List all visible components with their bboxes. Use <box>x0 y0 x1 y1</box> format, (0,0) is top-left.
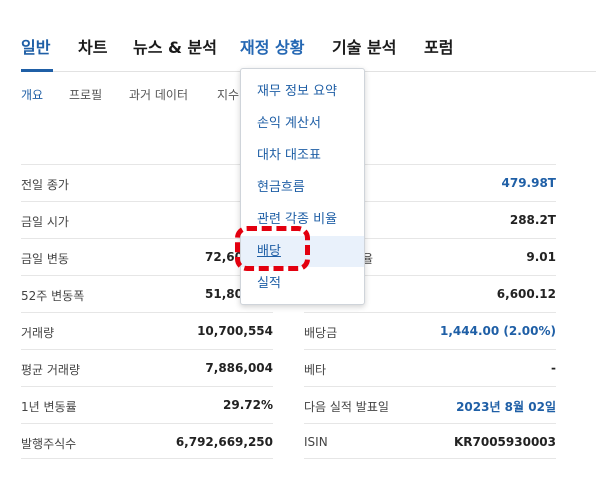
subnav-profile[interactable]: 프로필 <box>69 88 103 102</box>
stat-label: 발행주식수 <box>21 437 77 451</box>
menu-item-label: 관련 각종 비율 <box>257 212 338 227</box>
tab-news-analysis[interactable]: 뉴스 & 분석 <box>133 38 217 57</box>
table-row: 479.98T <box>304 164 556 201</box>
stat-label: 전일 종가 <box>21 178 69 192</box>
menu-item-label: 대차 대조표 <box>257 148 321 163</box>
stat-label: 1년 변동률 <box>21 400 77 414</box>
stat-value: 9.01 <box>526 250 556 264</box>
stat-label: ISIN <box>304 435 328 449</box>
stat-value: KR7005930003 <box>453 435 556 449</box>
table-row: 거래량 10,700,554 <box>21 312 273 349</box>
menu-item-label: 현금흐름 <box>257 180 305 195</box>
menu-item-label: 실적 <box>257 276 281 291</box>
stat-label: 배당금 <box>304 326 338 340</box>
stat-label: 율 <box>362 252 374 266</box>
tab-chart[interactable]: 차트 <box>78 38 108 57</box>
subnav-index[interactable]: 지수 <box>217 88 240 102</box>
stat-label: 평균 거래량 <box>21 363 81 377</box>
earnings-date-link[interactable]: 2023년 8월 02일 <box>456 400 556 414</box>
menu-item-financial-summary[interactable]: 재무 정보 요약 <box>241 76 364 107</box>
tab-forum[interactable]: 포럼 <box>424 38 454 57</box>
table-row: 288.2T <box>304 201 556 238</box>
main-nav: 일반 차트 뉴스 & 분석 재정 상황 기술 분석 포럼 <box>0 0 596 72</box>
tab-technical[interactable]: 기술 분석 <box>332 38 397 57</box>
menu-item-earnings[interactable]: 실적 <box>241 268 364 299</box>
table-row: 율 9.01 <box>304 238 556 275</box>
table-row: ISIN KR7005930003 <box>304 423 556 460</box>
stat-value: - <box>551 361 556 375</box>
menu-item-ratios[interactable]: 관련 각종 비율 <box>241 204 364 235</box>
table-bottom-border <box>21 458 273 459</box>
stat-value: 6,792,669,250 <box>175 435 273 449</box>
subnav-overview[interactable]: 개요 <box>21 88 44 102</box>
table-row: 1년 변동률 29.72% <box>21 386 273 423</box>
stat-label: 금일 시가 <box>21 215 69 229</box>
menu-item-label: 배당 <box>257 244 281 259</box>
tab-financials[interactable]: 재정 상황 <box>240 38 305 57</box>
tab-general[interactable]: 일반 <box>21 38 51 57</box>
active-tab-indicator <box>21 69 53 72</box>
stat-label: 52주 변동폭 <box>21 289 85 303</box>
highlight-annotation <box>235 226 310 271</box>
stat-label: 금일 변동 <box>21 252 69 266</box>
table-row: 배당금 1,444.00 (2.00%) <box>304 312 556 349</box>
table-row: 베타 - <box>304 349 556 386</box>
market-cap-link[interactable]: 479.98T <box>501 176 557 190</box>
menu-item-balance-sheet[interactable]: 대차 대조표 <box>241 140 364 171</box>
stat-value: 10,700,554 <box>197 324 273 338</box>
menu-item-income-statement[interactable]: 손익 계산서 <box>241 108 364 139</box>
menu-item-label: 재무 정보 요약 <box>257 84 338 99</box>
table-bottom-border <box>304 458 556 459</box>
dividend-link[interactable]: 1,444.00 (2.00%) <box>440 324 556 338</box>
stat-value: 29.72% <box>223 398 273 412</box>
menu-item-cash-flow[interactable]: 현금흐름 <box>241 172 364 203</box>
stat-label: 베타 <box>304 363 327 377</box>
subnav-historical-data[interactable]: 과거 데이터 <box>129 88 189 102</box>
table-row: 평균 거래량 7,886,004 <box>21 349 273 386</box>
stat-value: 7,886,004 <box>205 361 273 375</box>
table-row: 52주 변동폭 51,800 - 7 <box>21 275 273 312</box>
stat-label: 거래량 <box>21 326 55 340</box>
stat-label: 다음 실적 발표일 <box>304 400 389 414</box>
table-row: 다음 실적 발표일 2023년 8월 02일 <box>304 386 556 423</box>
table-row: 발행주식수 6,792,669,250 <box>21 423 273 460</box>
table-row: 6,600.12 <box>304 275 556 312</box>
table-row: 전일 종가 72 <box>21 164 273 201</box>
stat-value: 288.2T <box>509 213 556 227</box>
menu-item-label: 손익 계산서 <box>257 116 321 131</box>
stat-value: 6,600.12 <box>496 287 556 301</box>
